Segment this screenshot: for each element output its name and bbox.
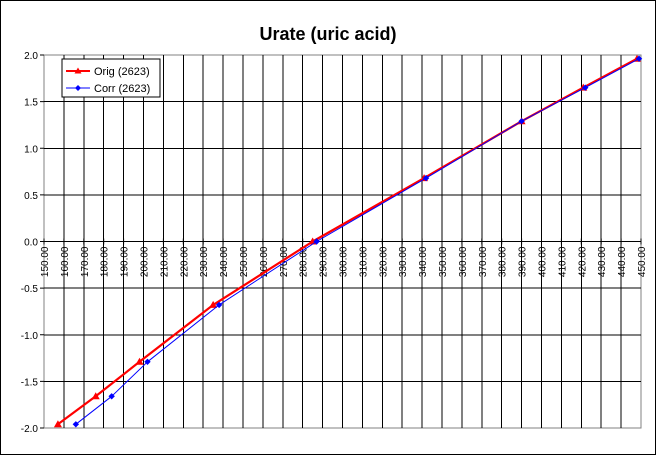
- y-tick-label: 0.0: [24, 238, 38, 249]
- x-tick-label: 330.00: [398, 246, 409, 277]
- data-point-corr: [215, 301, 223, 309]
- y-tick-label: 1.5: [24, 98, 38, 109]
- x-tick-label: 340.00: [418, 246, 429, 277]
- y-tick-label: -0.5: [21, 284, 39, 295]
- legend-label-orig: Orig (2623): [94, 66, 150, 78]
- chart-title: Urate (uric acid): [259, 24, 396, 44]
- legend: Orig (2623) Corr (2623): [61, 58, 161, 98]
- x-tick-label: 310.00: [358, 246, 369, 277]
- x-tick-label: 180.00: [100, 246, 111, 277]
- data-point-corr: [108, 393, 115, 400]
- x-tick-label: 240.00: [219, 246, 230, 277]
- x-tick-label: 230.00: [199, 246, 210, 277]
- y-tick-label: -1.5: [21, 377, 39, 388]
- legend-marker-diamond-icon: [75, 85, 81, 91]
- x-tick-label: 220.00: [179, 246, 190, 277]
- data-point-corr: [635, 55, 643, 62]
- legend-marker-triangle-icon: [74, 67, 82, 74]
- x-tick-label: 290.00: [319, 246, 330, 277]
- data-point-corr: [313, 238, 320, 245]
- data-point-corr: [582, 84, 589, 91]
- x-tick-label: 170.00: [80, 246, 91, 277]
- x-tick-label: 430.00: [597, 246, 608, 277]
- data-point-corr: [422, 174, 430, 182]
- data-point-orig: [91, 392, 100, 400]
- x-tick-label: 280.00: [299, 246, 310, 277]
- x-tick-label: 270.00: [279, 246, 290, 277]
- x-tick-label: 210.00: [159, 246, 170, 277]
- y-tick-label: -2.0: [21, 424, 39, 435]
- data-point-orig: [209, 300, 218, 308]
- x-tick-label: 440.00: [617, 246, 628, 277]
- x-tick-label: 390.00: [518, 246, 529, 277]
- data-point-corr: [518, 118, 525, 125]
- data-point-orig: [53, 420, 62, 428]
- x-tick-label: 420.00: [577, 246, 588, 277]
- x-tick-label: 250.00: [239, 246, 250, 277]
- axis-layer: 150.00 160.00 170.00 180.00 190.00 200.00 210.…: [21, 51, 648, 435]
- series-layer: [53, 54, 643, 428]
- x-tick-label: 260.00: [259, 246, 270, 277]
- x-tick-label: 300.00: [339, 246, 350, 277]
- x-tick-label: 350.00: [438, 246, 449, 277]
- data-point-corr: [144, 358, 151, 365]
- data-point-corr: [72, 421, 80, 428]
- y-tick-label: 0.5: [24, 191, 38, 202]
- data-point-orig: [135, 357, 144, 365]
- x-tick-label: 150.00: [40, 246, 51, 277]
- x-tick-label: 400.00: [538, 246, 549, 277]
- x-tick-label: 380.00: [498, 246, 509, 277]
- x-tick-label: 450.00: [637, 246, 648, 277]
- x-tick-label: 320.00: [378, 246, 389, 277]
- x-tick-label: 370.00: [478, 246, 489, 277]
- legend-label-corr: Corr (2623): [94, 83, 150, 95]
- x-tick-label: 410.00: [557, 246, 568, 277]
- x-tick-label: 190.00: [120, 246, 131, 277]
- y-tick-label: 2.0: [24, 51, 38, 62]
- y-tick-label: 1.0: [24, 144, 38, 155]
- x-tick-label: 200.00: [140, 246, 151, 277]
- y-tick-label: -1.0: [21, 331, 39, 342]
- x-tick-label: 160.00: [60, 246, 71, 277]
- x-tick-label: 360.00: [458, 246, 469, 277]
